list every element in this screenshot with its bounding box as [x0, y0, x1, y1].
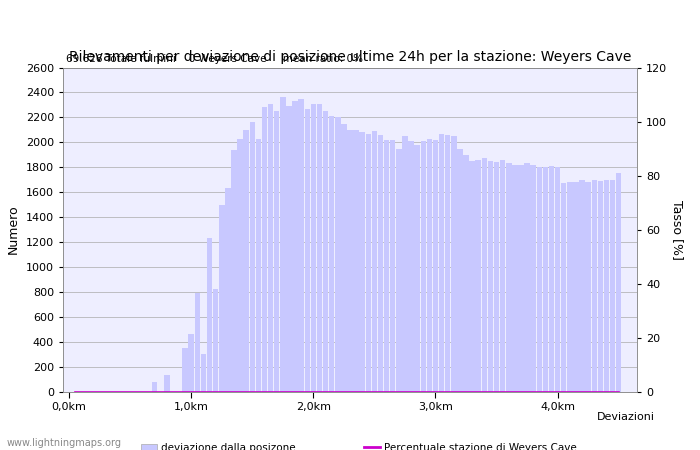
- Bar: [231, 150, 237, 392]
- Bar: [512, 165, 517, 392]
- Bar: [329, 116, 335, 392]
- Bar: [567, 182, 573, 392]
- Bar: [183, 348, 188, 392]
- Bar: [451, 136, 456, 392]
- Bar: [573, 182, 579, 392]
- Bar: [298, 99, 304, 392]
- Bar: [219, 205, 225, 392]
- Bar: [426, 139, 432, 392]
- Bar: [360, 132, 365, 392]
- Legend: deviazione dalla posizone, deviazione stazione di Weyers Cave, Percentuale stazi: deviazione dalla posizone, deviazione st…: [137, 439, 581, 450]
- Bar: [549, 166, 554, 392]
- Bar: [531, 165, 536, 392]
- Bar: [378, 135, 384, 392]
- Bar: [542, 167, 548, 392]
- Bar: [433, 140, 438, 392]
- Bar: [280, 97, 286, 392]
- Bar: [475, 160, 481, 392]
- Bar: [603, 180, 609, 392]
- Bar: [188, 334, 194, 392]
- Text: 69.626 Totale fulmini    0 Weyers Cave     mean ratio: 0%: 69.626 Totale fulmini 0 Weyers Cave mean…: [66, 54, 363, 64]
- Bar: [598, 181, 603, 392]
- Bar: [354, 130, 359, 392]
- Bar: [610, 180, 615, 392]
- Bar: [616, 173, 622, 392]
- Bar: [365, 134, 371, 392]
- Y-axis label: Numero: Numero: [7, 205, 20, 254]
- Bar: [341, 124, 346, 392]
- Bar: [250, 122, 255, 392]
- Bar: [274, 111, 279, 392]
- Bar: [335, 117, 340, 392]
- Bar: [439, 134, 444, 392]
- Title: Rilevamenti per deviazione di posizione ultime 24h per la stazione: Weyers Cave: Rilevamenti per deviazione di posizione …: [69, 50, 631, 63]
- Bar: [402, 136, 407, 392]
- Bar: [518, 165, 524, 392]
- Bar: [585, 182, 591, 392]
- Bar: [268, 104, 274, 392]
- Bar: [311, 104, 316, 392]
- Bar: [323, 111, 328, 392]
- Bar: [206, 238, 212, 392]
- Bar: [494, 162, 499, 392]
- Bar: [244, 130, 249, 392]
- Bar: [524, 163, 530, 392]
- Bar: [592, 180, 597, 392]
- Bar: [262, 108, 267, 392]
- Bar: [201, 354, 206, 392]
- Bar: [256, 139, 261, 392]
- Bar: [164, 375, 169, 392]
- Y-axis label: Tasso [%]: Tasso [%]: [671, 199, 684, 260]
- Bar: [390, 140, 395, 392]
- Text: Deviazioni: Deviazioni: [596, 412, 654, 422]
- Bar: [213, 289, 218, 392]
- Bar: [561, 184, 566, 392]
- Bar: [537, 167, 542, 392]
- Bar: [506, 163, 512, 392]
- Bar: [457, 148, 463, 392]
- Bar: [421, 141, 426, 392]
- Bar: [463, 155, 469, 392]
- Bar: [414, 145, 420, 392]
- Bar: [316, 104, 322, 392]
- Bar: [396, 148, 402, 392]
- Bar: [237, 139, 243, 392]
- Bar: [500, 160, 505, 392]
- Bar: [445, 135, 451, 392]
- Bar: [293, 101, 297, 392]
- Bar: [482, 158, 487, 392]
- Bar: [286, 106, 292, 392]
- Bar: [408, 141, 414, 392]
- Bar: [488, 161, 494, 392]
- Bar: [372, 131, 377, 391]
- Bar: [470, 161, 475, 392]
- Bar: [304, 108, 310, 392]
- Bar: [195, 293, 200, 392]
- Bar: [580, 180, 584, 392]
- Bar: [347, 130, 353, 392]
- Bar: [152, 382, 158, 392]
- Bar: [225, 189, 230, 392]
- Text: www.lightningmaps.org: www.lightningmaps.org: [7, 438, 122, 448]
- Bar: [384, 140, 389, 392]
- Bar: [555, 167, 561, 392]
